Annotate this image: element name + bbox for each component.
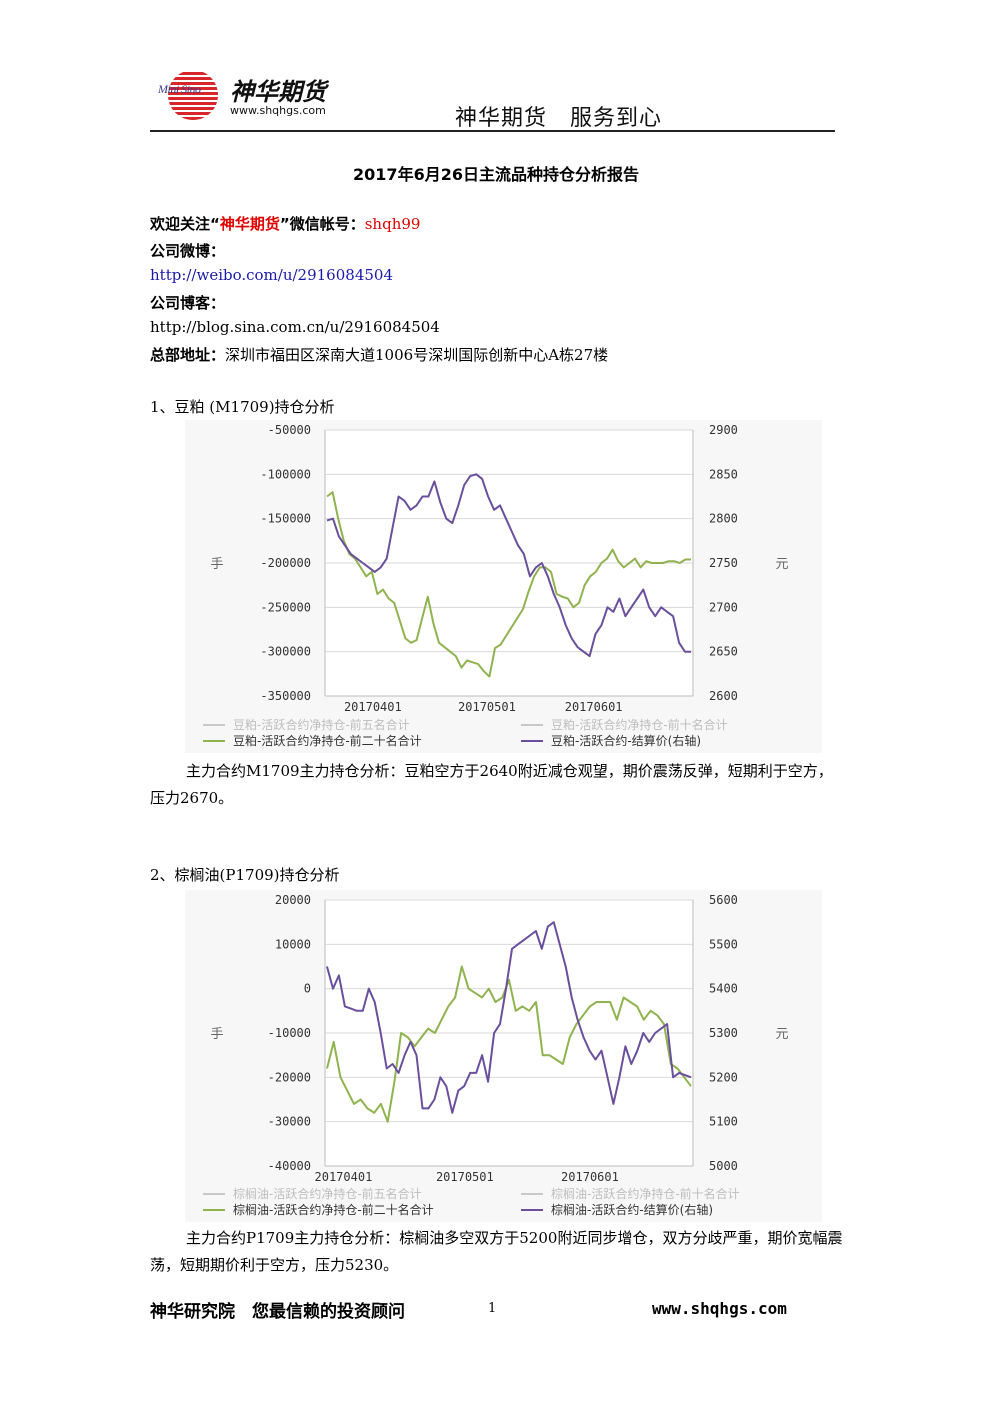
y-tick-label: -150000 [260, 512, 311, 526]
x-tick-label: 20170601 [565, 700, 623, 714]
section-heading-1: 1、豆粕 (M1709)持仓分析 [150, 398, 335, 416]
legend-label: 豆粕-活跃合约净持仓-前五名合计 [233, 717, 410, 732]
x-tick-label: 20170601 [561, 1170, 619, 1184]
y-tick-label: -10000 [268, 1026, 311, 1040]
y2-tick-label: 2800 [709, 512, 738, 526]
address-label: 总部地址： [150, 346, 226, 364]
footer-slogan: 神华研究院 您最信赖的投资顾问 [150, 1302, 405, 1322]
footer-url: www.shqhgs.com [652, 1299, 787, 1318]
series-line-price [326, 473, 691, 658]
y-tick-label: -100000 [260, 467, 311, 481]
logo-url: www.shqhgs.com [230, 104, 326, 117]
wechat-line: 欢迎关注“神华期货”微信帐号：shqh99 [150, 213, 420, 234]
y2-tick-label: 5400 [709, 982, 738, 996]
logo-emblem [168, 70, 218, 120]
y2-tick-label: 2700 [709, 600, 738, 614]
x-tick-label: 20170501 [436, 1170, 494, 1184]
series-line-net-position [326, 965, 692, 1123]
y2-tick-label: 2850 [709, 467, 738, 481]
legend-label: 棕榈油-活跃合约-结算价(右轴) [551, 1202, 713, 1217]
analysis-1: 主力合约M1709主力持仓分析：豆粕空方于2640附近减仓观望，期价震荡反弹，短… [150, 762, 833, 807]
y2-tick-label: 2750 [709, 556, 738, 570]
y-tick-label: -350000 [260, 689, 311, 703]
series-line-net-position [326, 491, 691, 678]
wechat-id: shqh99 [364, 215, 421, 233]
y-tick-label: 0 [304, 982, 311, 996]
y2-tick-label: 5300 [709, 1026, 738, 1040]
y2-tick-label: 2600 [709, 689, 738, 703]
series-line-price [326, 921, 692, 1114]
analysis-2: 主力合约P1709主力持仓分析：棕榈油多空双方于5200附近同步增仓，双方分歧严… [150, 1229, 843, 1274]
y2-tick-label: 5200 [709, 1070, 738, 1084]
y-tick-label: -50000 [268, 423, 311, 437]
y2-tick-label: 5000 [709, 1159, 738, 1173]
y2-axis-label: 元 [775, 1027, 788, 1042]
x-tick-label: 20170401 [344, 700, 402, 714]
y2-tick-label: 2900 [709, 423, 738, 437]
y2-tick-label: 5500 [709, 937, 738, 951]
legend-label: 豆粕-活跃合约净持仓-前十名合计 [551, 717, 728, 732]
y-tick-label: 20000 [275, 893, 311, 907]
weibo-link[interactable]: http://weibo.com/u/2916084504 [150, 266, 393, 284]
legend-label: 棕榈油-活跃合约净持仓-前十名合计 [551, 1186, 740, 1201]
x-tick-label: 20170401 [315, 1170, 373, 1184]
y-tick-label: -20000 [268, 1070, 311, 1084]
chart-palm-oil: 20000 10000 0 -10000 -20000 -30000 -40000 5600 5… [185, 890, 822, 1222]
page-number: 1 [488, 1301, 497, 1316]
y2-tick-label: 5100 [709, 1115, 738, 1129]
logo-name: 神华期货 [230, 78, 326, 106]
blog-label: 公司博客： [150, 294, 226, 312]
address-line: 总部地址：深圳市福田区深南大道1006号深圳国际创新中心A栋27楼 [150, 344, 608, 365]
chart-soymeal: -50000 -100000 -150000 -200000 -250000 -30000… [185, 420, 822, 753]
welcome-mid: ”微信帐号： [279, 215, 365, 233]
header-divider [150, 130, 835, 132]
x-tick-label: 20170501 [458, 700, 516, 714]
y2-tick-label: 5600 [709, 893, 738, 907]
y2-tick-label: 2650 [709, 645, 738, 659]
address-text: 深圳市福田区深南大道1006号深圳国际创新中心A栋27楼 [225, 346, 609, 364]
y-tick-label: -200000 [260, 556, 311, 570]
logo-mini-text: Mini Sino [158, 82, 201, 96]
header-slogan: 神华期货 服务到心 [455, 106, 663, 131]
welcome-brand: 神华期货 [219, 215, 280, 233]
legend-label: 棕榈油-活跃合约净持仓-前二十名合计 [233, 1202, 434, 1217]
y-axis-label: 手 [210, 1027, 223, 1042]
page-title: 2017年6月26日主流品种持仓分析报告 [353, 165, 639, 184]
welcome-prefix: 欢迎关注“ [150, 215, 220, 233]
y-tick-label: 10000 [275, 937, 311, 951]
y-tick-label: -300000 [260, 645, 311, 659]
legend-label: 豆粕-活跃合约-结算价(右轴) [551, 733, 701, 748]
y-tick-label: -250000 [260, 600, 311, 614]
y-tick-label: -30000 [268, 1115, 311, 1129]
weibo-label: 公司微博： [150, 242, 226, 260]
legend-label: 豆粕-活跃合约净持仓-前二十名合计 [233, 733, 422, 748]
section-heading-2: 2、棕榈油(P1709)持仓分析 [150, 866, 340, 884]
y2-axis-label: 元 [775, 557, 788, 572]
y-tick-label: -40000 [268, 1159, 311, 1173]
legend-label: 棕榈油-活跃合约净持仓-前五名合计 [233, 1186, 422, 1201]
y-axis-label: 手 [210, 557, 223, 572]
blog-link[interactable]: http://blog.sina.com.cn/u/2916084504 [150, 318, 440, 336]
